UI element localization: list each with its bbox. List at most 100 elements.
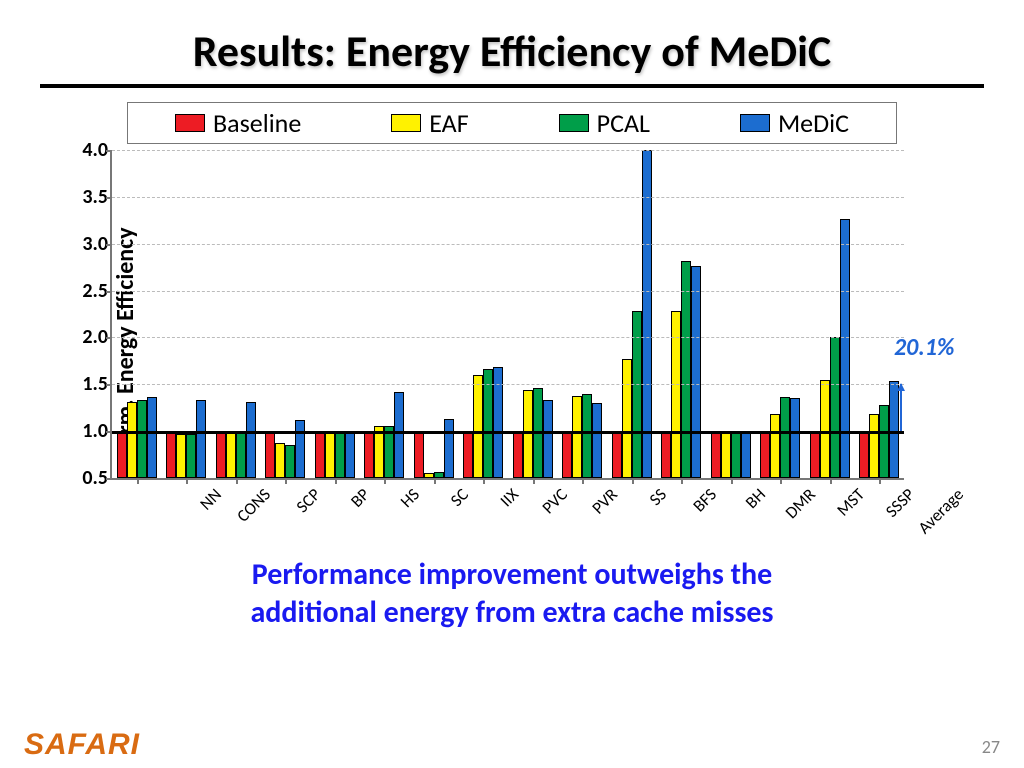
bar — [325, 432, 335, 478]
chart: Norm. Energy Efficiency NNCONSSCPBPHSSCI… — [60, 150, 984, 540]
y-tick-mark — [106, 197, 112, 199]
x-tick-mark — [137, 478, 139, 484]
y-tick-mark — [106, 337, 112, 339]
bar — [424, 473, 434, 478]
y-tick-label: 3.5 — [68, 185, 108, 209]
y-tick-mark — [106, 478, 112, 480]
bar — [741, 431, 751, 478]
bar — [661, 431, 671, 478]
y-tick-label: 2.0 — [68, 325, 108, 349]
bar — [642, 150, 652, 478]
bar — [632, 311, 642, 478]
bar — [879, 405, 889, 478]
y-tick-label: 1.0 — [68, 419, 108, 443]
x-tick-mark — [681, 478, 683, 484]
x-tick-mark — [285, 478, 287, 484]
annotation-arrow — [900, 384, 902, 431]
bar — [760, 431, 770, 478]
caption: Performance improvement outweighs the ad… — [0, 556, 1024, 631]
bar-group: BP — [261, 150, 311, 478]
y-tick-label: 0.5 — [68, 466, 108, 490]
slide-title: Results: Energy Efficiency of MeDiC — [0, 0, 1024, 78]
bar-group: SC — [360, 150, 410, 478]
delta-annotation: 20.1% — [894, 333, 954, 362]
bar — [295, 420, 305, 478]
x-tick-mark — [830, 478, 832, 484]
y-tick-label: 2.5 — [68, 279, 108, 303]
bar-group: SS — [558, 150, 608, 478]
bar-group: IIX — [409, 150, 459, 478]
bar — [612, 431, 622, 478]
bar — [810, 431, 820, 478]
y-tick-mark — [106, 291, 112, 293]
bar — [671, 311, 681, 478]
x-tick-mark — [879, 478, 881, 484]
legend-label: PCAL — [597, 107, 650, 139]
bar-group: BFS — [607, 150, 657, 478]
legend-label: MeDiC — [778, 107, 849, 139]
bar — [236, 431, 246, 478]
bar-group: PVR — [508, 150, 558, 478]
bar — [414, 431, 424, 478]
bar — [840, 219, 850, 478]
plot-area: NNCONSSCPBPHSSCIIXPVCPVRSSBFSBHDMRMSTSSS… — [110, 150, 904, 480]
bar-group: HS — [310, 150, 360, 478]
bar — [384, 426, 394, 478]
bar — [216, 431, 226, 478]
bar — [315, 431, 325, 478]
grid-line — [112, 150, 904, 151]
bar-group: DMR — [706, 150, 756, 478]
bar-group: MST — [756, 150, 806, 478]
bar-group: CONS — [162, 150, 212, 478]
bar — [285, 445, 295, 478]
legend-item: PCAL — [559, 107, 650, 139]
legend-swatch — [391, 114, 421, 132]
legend-label: EAF — [429, 107, 468, 139]
x-tick-mark — [434, 478, 436, 484]
bar — [711, 431, 721, 478]
bar-group: Average — [855, 150, 905, 478]
x-tick-mark — [186, 478, 188, 484]
bar — [513, 431, 523, 478]
bar — [770, 414, 780, 478]
bar — [780, 397, 790, 478]
x-tick-mark — [632, 478, 634, 484]
bar-group: SCP — [211, 150, 261, 478]
bar — [345, 432, 355, 478]
y-tick-mark — [106, 384, 112, 386]
grid-line — [112, 197, 904, 198]
legend-item: EAF — [391, 107, 468, 139]
x-tick-mark — [236, 478, 238, 484]
bar — [444, 419, 454, 478]
bar — [364, 431, 374, 478]
bar — [691, 266, 701, 478]
legend-swatch — [559, 114, 589, 132]
bar — [473, 375, 483, 478]
bar — [562, 431, 572, 478]
bar-group: SSSP — [805, 150, 855, 478]
bar — [582, 394, 592, 478]
bar — [572, 396, 582, 478]
bar — [186, 434, 196, 478]
chart-legend: BaselineEAFPCALMeDiC — [127, 102, 897, 144]
bar-group: PVC — [459, 150, 509, 478]
grid-line — [112, 384, 904, 385]
y-tick-label: 1.5 — [68, 372, 108, 396]
bar — [721, 431, 731, 478]
bar — [731, 431, 741, 478]
legend-swatch — [740, 114, 770, 132]
legend-swatch — [175, 114, 205, 132]
bar — [265, 431, 275, 478]
grid-line — [112, 337, 904, 338]
bar — [196, 400, 206, 478]
bar — [137, 400, 147, 478]
bar — [622, 359, 632, 478]
bar-groups: NNCONSSCPBPHSSCIIXPVCPVRSSBFSBHDMRMSTSSS… — [112, 150, 904, 478]
bar — [859, 431, 869, 478]
bar — [176, 434, 186, 478]
x-tick-mark — [731, 478, 733, 484]
legend-item: MeDiC — [740, 107, 849, 139]
x-tick-mark — [533, 478, 535, 484]
bar — [830, 337, 840, 478]
bar — [374, 426, 384, 478]
